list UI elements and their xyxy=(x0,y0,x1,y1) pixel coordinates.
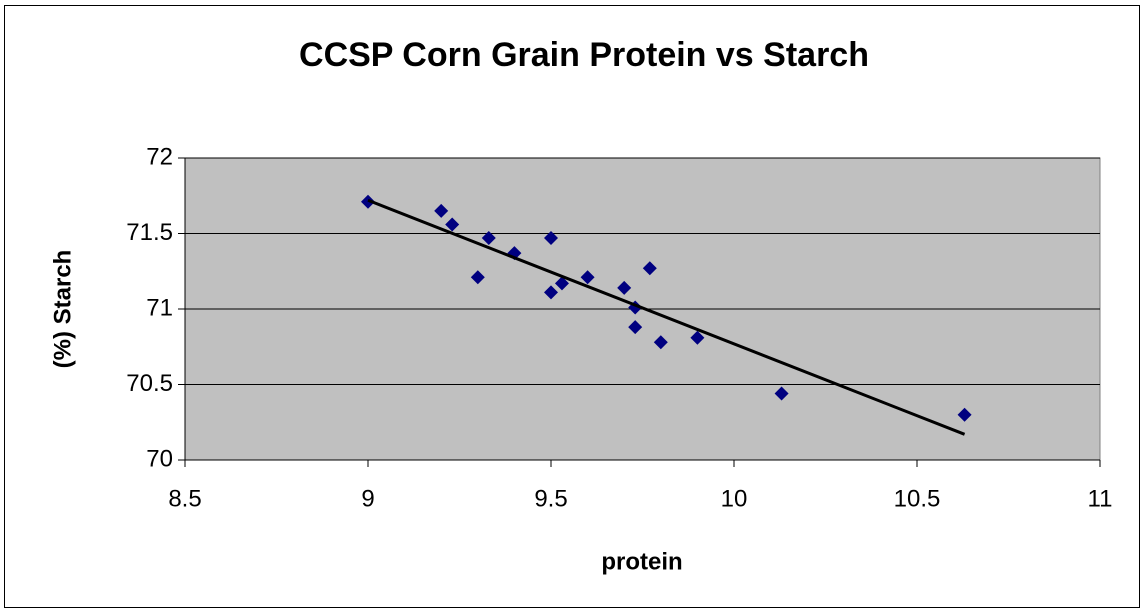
x-axis-label: protein xyxy=(601,548,682,575)
point xyxy=(774,386,789,401)
x-tick-label: 10.5 xyxy=(894,485,941,512)
point xyxy=(445,217,460,232)
x-tick-label: 10 xyxy=(721,485,748,512)
point xyxy=(470,270,485,285)
x-tick-label: 9 xyxy=(361,485,374,512)
point xyxy=(434,203,449,218)
point xyxy=(544,231,558,246)
chart-title: CCSP Corn Grain Protein vs Starch xyxy=(299,36,869,74)
x-tick-label: 9.5 xyxy=(534,485,567,512)
y-tick-label: 71.5 xyxy=(126,219,173,246)
y-tick-label: 70.5 xyxy=(126,370,173,397)
point xyxy=(628,320,643,335)
point xyxy=(690,330,705,345)
y-axis-label: (%) Starch xyxy=(49,250,76,369)
point xyxy=(481,231,496,246)
y-tick-label: 71 xyxy=(146,294,173,321)
y-tick-label: 72 xyxy=(146,143,173,170)
point xyxy=(554,276,569,291)
point xyxy=(617,280,632,295)
point xyxy=(580,270,595,285)
point xyxy=(544,285,558,300)
point xyxy=(642,261,657,276)
point xyxy=(653,335,668,350)
x-tick-label: 11 xyxy=(1088,485,1113,512)
point xyxy=(957,407,972,422)
trendline xyxy=(367,198,966,436)
point xyxy=(507,246,522,261)
x-tick-label: 8.5 xyxy=(168,485,201,512)
y-tick-label: 70 xyxy=(146,445,173,472)
